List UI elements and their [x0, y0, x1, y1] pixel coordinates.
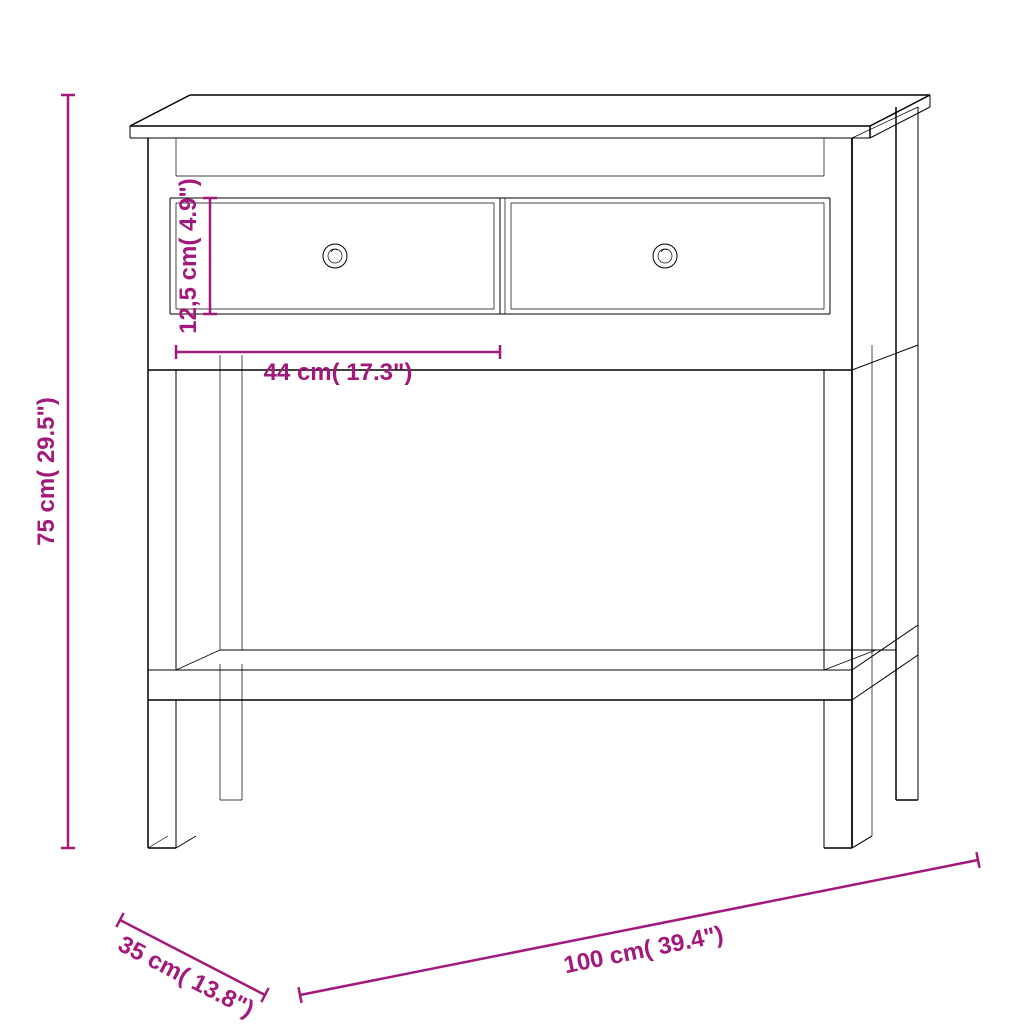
dimension-height-label: 75 cm( 29.5"): [33, 397, 60, 546]
dimension-width-label: 100 cm( 39.4"): [561, 921, 725, 979]
dimension-drawer-height-label: 12,5 cm( 4.9"): [175, 178, 202, 333]
dimension-drawer-width-label: 44 cm( 17.3"): [264, 359, 413, 386]
furniture-dimension-drawing: 75 cm( 29.5") 12,5 cm( 4.9") 44 cm( 17.3")…: [0, 0, 1024, 1024]
dimension-depth-label: 35 cm( 13.8"): [114, 931, 259, 1023]
